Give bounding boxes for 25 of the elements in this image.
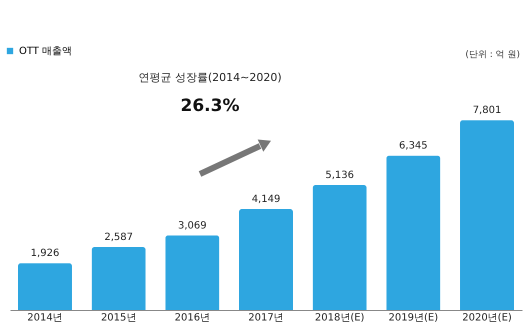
x-tick-label: 2018년(E) [314, 312, 365, 324]
bar [460, 120, 514, 310]
data-label: 5,136 [325, 170, 354, 182]
x-tick-label: 2014년 [27, 312, 63, 324]
bar [165, 235, 220, 310]
data-label: 1,926 [30, 248, 60, 260]
bar [312, 185, 367, 310]
data-label: 4,149 [252, 194, 280, 206]
x-tick-label: 2019년(E) [388, 312, 438, 324]
data-label: 2,587 [104, 232, 133, 244]
x-tick-label: 2015년 [100, 312, 136, 324]
text: (단위 : 억 원) [465, 50, 520, 60]
legend-label: OTT 매출액 [19, 46, 72, 57]
data-label: 6,345 [399, 140, 428, 152]
x-tick-label: 2016년 [174, 312, 210, 324]
text: 연평균 성장률(2014~2020) [138, 71, 282, 84]
x-tick-label: 2017년 [248, 312, 284, 324]
bar [18, 263, 72, 310]
x-tick-label: 2020년(E) [462, 312, 512, 324]
bar [386, 156, 440, 310]
data-label: 3,069 [178, 220, 207, 232]
text: 26.3% [180, 96, 240, 116]
bar [92, 247, 146, 310]
bar [239, 209, 293, 310]
data-label: 7,801 [472, 105, 502, 116]
